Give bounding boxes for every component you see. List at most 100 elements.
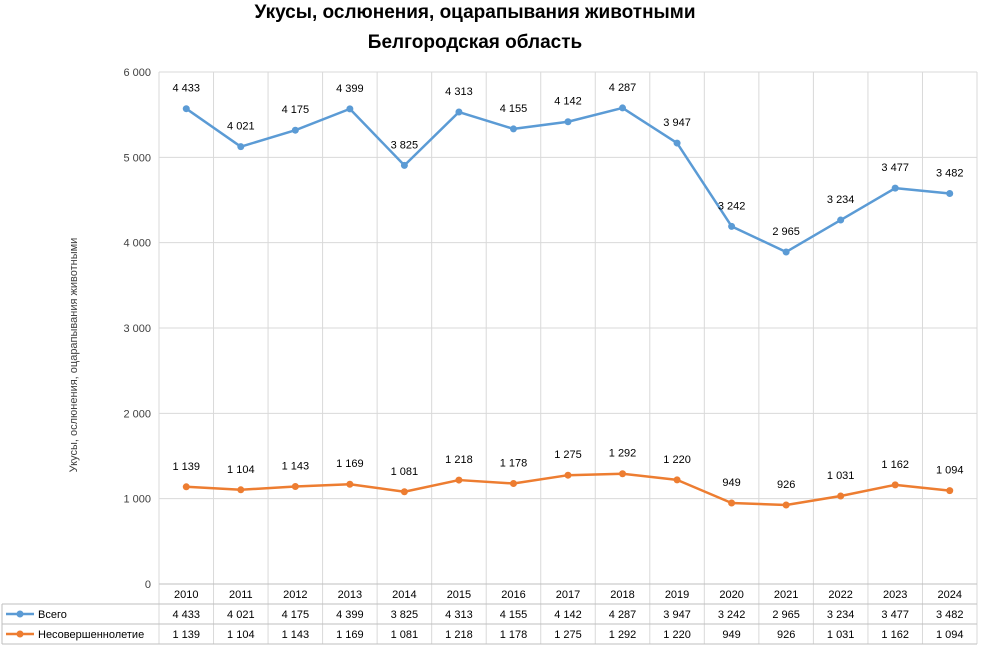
data-point <box>946 190 954 198</box>
x-tick-label: 2014 <box>392 589 416 601</box>
x-tick-label: 2015 <box>447 589 471 601</box>
data-point <box>619 470 627 478</box>
data-point <box>891 184 899 192</box>
gridlines: 0 1 000 2 000 3 000 4 000 5 000 6 000 <box>123 67 978 644</box>
data-label: 1 139 <box>173 461 201 473</box>
table-cell: 1 139 <box>173 629 201 641</box>
table-cell: 3 234 <box>827 609 855 621</box>
x-tick-label: 2024 <box>937 589 961 601</box>
data-label: 1 275 <box>554 449 582 461</box>
data-label: 3 234 <box>827 194 855 206</box>
data-point <box>237 143 245 151</box>
data-point <box>946 487 954 495</box>
data-label: 1 143 <box>282 460 310 472</box>
data-point <box>564 471 572 479</box>
data-label: 926 <box>777 479 795 491</box>
y-tick-label: 6 000 <box>123 67 151 79</box>
table-cell: 1 169 <box>336 629 364 641</box>
data-point <box>782 248 790 256</box>
data-label: 1 081 <box>391 466 419 478</box>
data-point <box>619 104 627 112</box>
table-cell: 1 218 <box>445 629 473 641</box>
x-tick-label: 2012 <box>283 589 307 601</box>
data-point <box>728 499 736 507</box>
data-label: 4 021 <box>227 121 255 133</box>
y-tick-label: 1 000 <box>123 494 151 506</box>
data-point <box>182 105 190 113</box>
table-cell: 3 242 <box>718 609 746 621</box>
data-point <box>673 476 681 484</box>
x-tick-label: 2022 <box>828 589 852 601</box>
data-point <box>564 118 572 126</box>
table-cell: 4 313 <box>445 609 473 621</box>
data-label: 1 104 <box>227 464 255 476</box>
legend-key-marker <box>16 610 24 618</box>
data-label: 3 482 <box>936 168 964 180</box>
data-table: 2010 2011 2012 2013 2014 2015 2016 2017 2018 2019… <box>1 583 977 645</box>
data-point <box>455 108 463 116</box>
table-cell: 1 162 <box>881 629 909 641</box>
data-point <box>837 492 845 500</box>
chart-subtitle: Белгородская область <box>368 32 582 53</box>
x-tick-label: 2013 <box>338 589 362 601</box>
table-cell: 1 143 <box>282 629 310 641</box>
data-label: 1 031 <box>827 470 855 482</box>
y-tick-label: 0 <box>145 579 151 591</box>
series-layer: 4 433 4 021 4 175 4 399 3 825 4 313 4 155 4 142… <box>173 82 964 509</box>
data-point <box>291 126 299 134</box>
data-label: 2 965 <box>772 226 800 238</box>
table-cell: 1 094 <box>936 629 964 641</box>
y-tick-label: 3 000 <box>123 323 151 335</box>
table-cell: 3 477 <box>881 609 909 621</box>
data-point <box>782 501 790 509</box>
legend-series-name: Несовершеннолетие <box>38 629 144 641</box>
data-point <box>673 139 681 147</box>
data-point <box>509 125 517 133</box>
table-cell: 3 825 <box>391 609 419 621</box>
chart-title: Укусы, ослюнения, оцарапывания животными <box>254 2 695 23</box>
data-label: 3 242 <box>718 200 746 212</box>
table-cell: 1 275 <box>554 629 582 641</box>
table-cell: 1 178 <box>500 629 528 641</box>
data-label: 1 162 <box>881 459 909 471</box>
data-label: 3 477 <box>881 162 909 174</box>
data-label: 4 142 <box>554 96 582 108</box>
data-label: 1 178 <box>500 457 528 469</box>
data-point <box>400 161 408 169</box>
data-label: 4 399 <box>336 83 364 95</box>
data-point <box>891 481 899 489</box>
data-point <box>237 486 245 494</box>
x-tick-label: 2017 <box>556 589 580 601</box>
x-tick-label: 2010 <box>174 589 198 601</box>
table-cell: 1 292 <box>609 629 637 641</box>
x-tick-label: 2016 <box>501 589 525 601</box>
data-label: 4 433 <box>173 83 201 95</box>
data-point <box>291 482 299 490</box>
table-cell: 1 220 <box>663 629 691 641</box>
data-point <box>837 216 845 224</box>
table-cell: 1 031 <box>827 629 855 641</box>
data-label: 1 218 <box>445 454 473 466</box>
data-point <box>728 222 736 230</box>
table-cell: 4 021 <box>227 609 255 621</box>
data-label: 4 313 <box>445 86 473 98</box>
x-tick-label: 2021 <box>774 589 798 601</box>
table-cell: 1 104 <box>227 629 255 641</box>
x-tick-label: 2011 <box>229 589 253 601</box>
series-line <box>185 106 950 254</box>
table-cell: 4 433 <box>173 609 201 621</box>
table-cell: 4 175 <box>282 609 310 621</box>
data-label: 1 220 <box>663 454 691 466</box>
x-tick-label: 2020 <box>719 589 743 601</box>
legend-key-marker <box>16 630 24 638</box>
table-cell: 926 <box>777 629 795 641</box>
table-cell: 4 142 <box>554 609 582 621</box>
table-cell: 4 399 <box>336 609 364 621</box>
table-cell: 3 482 <box>936 609 964 621</box>
table-cell: 2 965 <box>772 609 800 621</box>
data-label: 1 169 <box>336 458 364 470</box>
data-label: 4 155 <box>500 103 528 115</box>
table-cell: 4 287 <box>609 609 637 621</box>
data-point <box>509 479 517 487</box>
